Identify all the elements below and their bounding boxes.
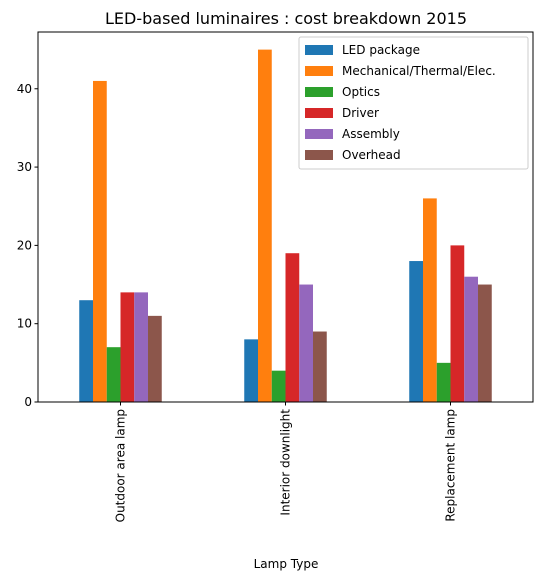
bars-group <box>79 49 492 402</box>
legend-swatch <box>305 45 333 55</box>
legend-label: Mechanical/Thermal/Elec. <box>342 64 496 78</box>
bar-4-3 <box>450 245 465 402</box>
bar-1-3 <box>409 261 423 402</box>
legend-swatch <box>305 129 333 139</box>
bar-2-1 <box>93 80 107 402</box>
bar-3-3 <box>436 362 451 402</box>
bar-4-2 <box>285 253 300 402</box>
legend-label: Overhead <box>342 148 401 162</box>
x-axis: Outdoor area lamp Interior downlight Repla… <box>114 402 458 522</box>
bar-3-2 <box>271 370 286 402</box>
bar-1-1 <box>79 300 93 402</box>
x-tick-label: Outdoor area lamp <box>114 409 128 522</box>
x-axis-label: Lamp Type <box>254 557 319 571</box>
legend-label: LED package <box>342 43 420 57</box>
y-axis: 0 10 20 30 40 <box>17 82 38 409</box>
chart-title: LED-based luminaires : cost breakdown 20… <box>105 9 467 28</box>
bar-4-1 <box>120 292 135 402</box>
bar-5-3 <box>464 276 478 402</box>
y-tick-label: 20 <box>17 238 32 252</box>
y-tick-label: 30 <box>17 160 32 174</box>
bar-5-1 <box>134 292 148 402</box>
y-tick-label: 0 <box>24 395 32 409</box>
bar-6-3 <box>478 284 492 402</box>
legend-swatch <box>305 87 333 97</box>
bar-6-2 <box>313 331 327 402</box>
legend-swatch <box>305 150 333 160</box>
legend-label: Driver <box>342 106 379 120</box>
legend-label: Assembly <box>342 127 400 141</box>
x-tick-label: Interior downlight <box>279 409 293 516</box>
bar-2-3 <box>423 198 437 402</box>
bar-2-2 <box>258 49 272 402</box>
legend-label: Optics <box>342 85 380 99</box>
legend-swatch <box>305 66 333 76</box>
x-tick-label: Replacement lamp <box>444 409 458 522</box>
bar-6-1 <box>148 315 162 402</box>
bar-3-1 <box>106 347 121 402</box>
bar-5-2 <box>299 284 313 402</box>
legend-swatch <box>305 108 333 118</box>
y-tick-label: 40 <box>17 82 32 96</box>
bar-1-2 <box>244 339 258 402</box>
legend-frame <box>298 36 529 170</box>
y-tick-label: 10 <box>17 317 32 331</box>
legend: LED package Mechanical/Thermal/Elec. Optic… <box>298 36 529 170</box>
